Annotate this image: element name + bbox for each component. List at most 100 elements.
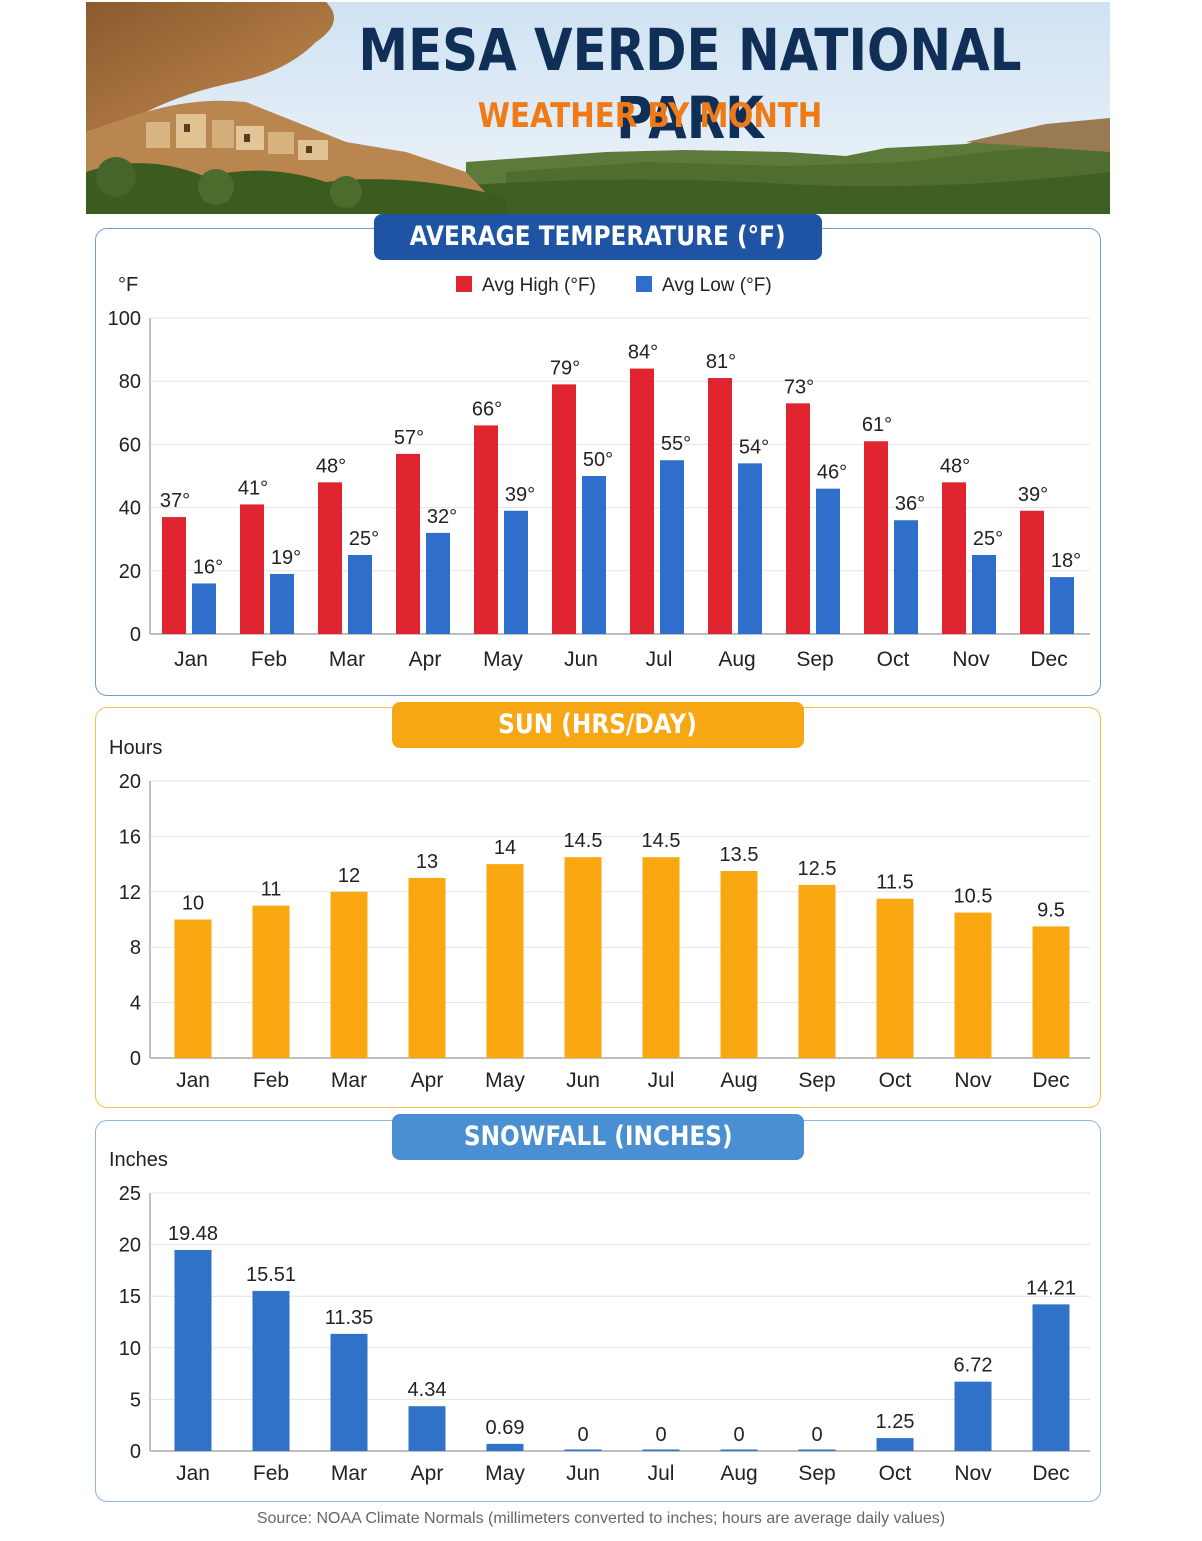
bar-snowfall [798, 1449, 836, 1451]
data-label: 25° [349, 528, 379, 550]
data-label: 48° [940, 455, 970, 477]
bar-snowfall [954, 1381, 992, 1451]
y-tick-label: 5 [130, 1389, 141, 1411]
x-tick-label: Feb [251, 648, 287, 671]
bar-avg-high [864, 441, 888, 634]
bar-sun [798, 884, 836, 1058]
y-tick-label: 0 [130, 1441, 141, 1463]
y-axis-label: °F [118, 274, 138, 296]
bar-sun [564, 857, 602, 1058]
data-label: 41° [238, 477, 268, 499]
y-tick-label: 20 [119, 1235, 141, 1257]
data-label: 14.21 [1026, 1277, 1076, 1299]
x-tick-label: May [485, 1069, 525, 1092]
y-tick-label: 15 [119, 1286, 141, 1308]
x-tick-label: Sep [798, 1069, 835, 1092]
data-label: 13.5 [720, 844, 759, 866]
bar-avg-high [474, 425, 498, 634]
x-tick-label: Oct [879, 1462, 912, 1485]
data-label: 81° [706, 351, 736, 373]
legend-avg-low-label: Avg Low (°F) [662, 275, 772, 296]
bar-sun [1032, 926, 1070, 1058]
bar-avg-high [1020, 510, 1044, 634]
y-tick-label: 60 [119, 434, 141, 456]
bar-sun [720, 871, 758, 1058]
data-label: 73° [784, 376, 814, 398]
x-tick-label: Dec [1032, 1069, 1069, 1092]
bar-avg-high [552, 384, 576, 634]
x-tick-label: Aug [720, 1462, 757, 1485]
data-label: 0 [733, 1424, 744, 1446]
source-note: Source: NOAA Climate Normals (millimeter… [256, 1510, 946, 1527]
data-label: 4.34 [408, 1379, 447, 1401]
bar-avg-high [162, 517, 186, 634]
x-tick-label: Mar [331, 1069, 367, 1092]
sun-chart-title: SUN (HRS/DAY) [392, 702, 804, 748]
x-tick-label: Aug [718, 648, 755, 671]
bar-sun [252, 905, 290, 1058]
data-label: 0.69 [486, 1417, 525, 1439]
data-label: 19° [271, 547, 301, 569]
x-tick-label: Nov [954, 1462, 992, 1485]
data-label: 48° [316, 455, 346, 477]
data-label: 15.51 [246, 1264, 296, 1286]
bar-avg-low [270, 573, 294, 634]
landscape-illustration [86, 2, 1110, 214]
bar-sun [876, 898, 914, 1058]
y-tick-label: 12 [119, 882, 141, 904]
x-tick-label: Oct [879, 1069, 912, 1092]
x-tick-label: Jul [646, 648, 673, 671]
data-label: 0 [655, 1424, 666, 1446]
x-tick-label: Apr [409, 648, 442, 671]
x-tick-label: May [483, 648, 523, 671]
data-label: 12 [338, 865, 360, 887]
bar-avg-low [972, 555, 996, 634]
data-label: 14.5 [564, 830, 603, 852]
bar-avg-low [192, 583, 216, 634]
data-label: 54° [739, 436, 769, 458]
x-tick-label: Oct [877, 648, 910, 671]
y-tick-label: 80 [119, 371, 141, 393]
bar-sun [330, 891, 368, 1058]
bar-avg-high [786, 403, 810, 634]
x-tick-label: Dec [1030, 648, 1067, 671]
data-label: 84° [628, 342, 658, 364]
y-tick-label: 25 [119, 1183, 141, 1205]
bar-avg-low [426, 532, 450, 634]
y-tick-label: 4 [130, 993, 141, 1015]
x-tick-label: Nov [952, 648, 990, 671]
x-tick-label: Mar [329, 648, 365, 671]
y-tick-label: 0 [130, 624, 141, 646]
data-label: 11 [261, 879, 282, 901]
data-label: 37° [160, 490, 190, 512]
x-tick-label: Nov [954, 1069, 992, 1092]
bar-sun [408, 877, 446, 1058]
data-label: 18° [1051, 550, 1081, 572]
x-tick-label: Jun [564, 648, 598, 671]
data-label: 57° [394, 427, 424, 449]
x-tick-label: Aug [720, 1069, 757, 1092]
x-tick-label: Jan [176, 1069, 210, 1092]
data-label: 46° [817, 462, 847, 484]
data-label: 0 [577, 1424, 588, 1446]
x-tick-label: Jan [176, 1462, 210, 1485]
bar-sun [174, 919, 212, 1058]
x-tick-label: Jun [566, 1069, 600, 1092]
x-tick-label: Sep [798, 1462, 835, 1485]
y-tick-label: 100 [108, 308, 141, 330]
bar-avg-high [942, 482, 966, 634]
bar-avg-low [660, 460, 684, 634]
data-label: 66° [472, 398, 502, 420]
bar-avg-high [708, 378, 732, 634]
y-tick-label: 10 [119, 1338, 141, 1360]
data-label: 12.5 [798, 858, 837, 880]
data-label: 61° [862, 414, 892, 436]
page-subtitle: WEATHER BY MONTH [477, 96, 823, 136]
data-label: 14.5 [642, 830, 681, 852]
x-tick-label: Jan [174, 648, 208, 671]
data-label: 0 [811, 1424, 822, 1446]
bar-snowfall [408, 1406, 446, 1451]
temperature-chart-title: AVERAGE TEMPERATURE (°F) [374, 214, 822, 260]
bar-avg-low [738, 463, 762, 634]
